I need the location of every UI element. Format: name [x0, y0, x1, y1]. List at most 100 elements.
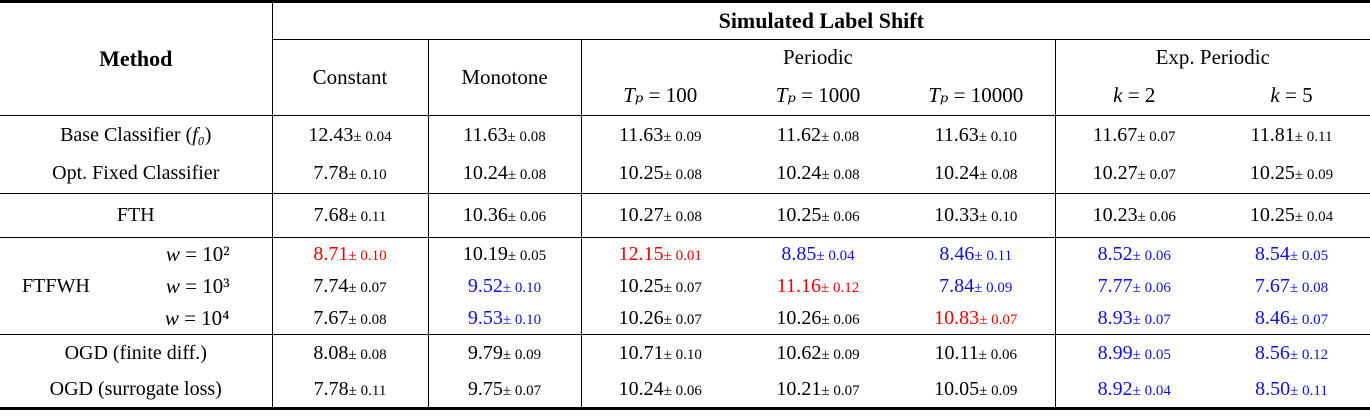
method-group-label: FTFWH — [22, 275, 90, 297]
value-cell: 7.78± 0.11 — [271, 371, 428, 409]
metric-value: 8.52 — [1097, 242, 1133, 265]
value-cell: 7.74± 0.07 — [271, 270, 428, 303]
method-text: OGD (surrogate loss) — [49, 377, 222, 400]
value-cell: 10.25± 0.06 — [739, 193, 897, 238]
metric-value: 7.84 — [939, 275, 975, 297]
metric-value: 11.81 — [1250, 123, 1295, 146]
metric-value: 10.26 — [776, 306, 822, 329]
method-text: OGD (finite diff.) — [64, 341, 207, 364]
metric-stderr: ± 0.08 — [348, 346, 387, 363]
metric-stderr: ± 0.07 — [1137, 167, 1176, 184]
metric-stderr: ± 0.11 — [348, 209, 387, 225]
value-cell: 8.50± 0.11 — [1213, 372, 1370, 409]
col-header-exp-periodic: Exp. Periodic — [1054, 39, 1370, 76]
math-var: k — [1270, 82, 1280, 107]
math-rest: = 5 — [1279, 82, 1313, 107]
value-cell: 7.67± 0.08 — [271, 302, 428, 335]
metric-value: 10.24 — [618, 377, 664, 400]
col-header-monotone: Monotone — [427, 39, 581, 116]
method-label-ftfwh-w2: w = 10² — [0, 237, 272, 271]
value-cell: 11.63± 0.09 — [580, 115, 739, 155]
metric-stderr: ± 0.07 — [979, 311, 1018, 328]
metric-stderr: ± 0.10 — [979, 209, 1018, 225]
math-rest: = 1000 — [795, 82, 861, 107]
metric-value: 11.62 — [776, 123, 822, 146]
metric-value: 7.67 — [313, 306, 349, 329]
method-text: Opt. Fixed Classifier — [52, 162, 220, 185]
w-param-label: w = 10³ — [166, 274, 230, 299]
metric-value: 10.33 — [934, 204, 980, 226]
metric-stderr: ± 0.08 — [663, 209, 702, 225]
metric-value: 11.63 — [619, 123, 664, 146]
metric-value: 8.71 — [313, 242, 349, 265]
value-cell: 10.83± 0.07 — [897, 303, 1055, 335]
metric-stderr: ± 0.05 — [507, 247, 547, 264]
value-cell: 10.25± 0.09 — [1213, 155, 1370, 194]
metric-stderr: ± 0.11 — [1290, 382, 1328, 399]
metric-stderr: ± 0.08 — [1289, 280, 1329, 296]
metric-value: 7.77 — [1097, 275, 1133, 297]
value-cell: 9.52± 0.10 — [427, 270, 581, 303]
metric-value: 10.11 — [934, 341, 979, 364]
metric-stderr: ± 0.09 — [979, 382, 1018, 399]
metric-stderr: ± 0.10 — [502, 311, 542, 328]
value-cell: 7.78± 0.10 — [271, 154, 428, 194]
col-header-tp-1000: Tₚ = 1000 — [739, 76, 897, 116]
col-header-periodic: Periodic — [580, 39, 1055, 76]
value-cell: 10.24± 0.08 — [739, 155, 897, 194]
metric-stderr: ± 0.07 — [502, 382, 542, 399]
col-header-constant: Constant — [271, 39, 428, 116]
metric-stderr: ± 0.07 — [663, 280, 702, 296]
method-label-base-classifier: Base Classifier (f₀) — [0, 115, 272, 155]
metric-value: 10.24 — [934, 162, 980, 185]
value-cell: 10.24± 0.08 — [427, 154, 581, 194]
metric-stderr: ± 0.08 — [821, 128, 860, 145]
method-label-opt-fixed-classifier: Opt. Fixed Classifier — [0, 155, 272, 194]
metric-stderr: ± 0.05 — [1132, 346, 1171, 363]
value-cell: 7.67± 0.08 — [1213, 271, 1370, 303]
metric-value: 8.08 — [313, 341, 349, 364]
metric-value: 8.54 — [1254, 242, 1290, 265]
metric-value: 8.92 — [1097, 377, 1133, 400]
metric-stderr: ± 0.05 — [1289, 247, 1329, 264]
math-rest: = 100 — [643, 82, 698, 107]
value-cell: 8.85± 0.04 — [739, 237, 897, 271]
math-var: f₀ — [192, 123, 205, 146]
metric-stderr: ± 0.12 — [1289, 346, 1329, 363]
metric-stderr: ± 0.07 — [1132, 311, 1171, 328]
math-rest: = 10² — [179, 241, 230, 266]
value-cell: 10.05± 0.09 — [897, 372, 1055, 409]
metric-stderr: ± 0.08 — [507, 128, 546, 145]
value-cell: 10.27± 0.07 — [1054, 154, 1213, 194]
value-cell: 11.67± 0.07 — [1054, 115, 1213, 155]
metric-stderr: ± 0.06 — [1132, 280, 1171, 296]
metric-value: 11.63 — [463, 123, 508, 146]
metric-value: 11.63 — [934, 123, 979, 146]
math-rest: = 10000 — [948, 82, 1024, 107]
metric-stderr: ± 0.01 — [663, 247, 702, 264]
metric-stderr: ± 0.12 — [821, 280, 860, 296]
col-header-tp-10000: Tₚ = 10000 — [897, 76, 1055, 116]
value-cell: 9.79± 0.09 — [427, 334, 581, 372]
value-cell: 8.46± 0.07 — [1213, 303, 1370, 335]
value-cell: 12.43± 0.04 — [271, 115, 428, 155]
metric-value: 8.99 — [1097, 341, 1133, 364]
method-text: FTH — [116, 204, 155, 226]
metric-stderr: ± 0.07 — [663, 311, 702, 328]
value-cell: 8.54± 0.05 — [1213, 237, 1370, 271]
metric-stderr: ± 0.06 — [1132, 247, 1171, 264]
col-header-tp-100: Tₚ = 100 — [580, 75, 739, 116]
method-label-ogd-finite-diff: OGD (finite diff.) — [0, 334, 272, 372]
math-rest: = 10³ — [179, 274, 230, 298]
value-cell: 8.46± 0.11 — [897, 237, 1055, 271]
math-var: k — [1113, 82, 1123, 107]
value-cell: 10.25± 0.07 — [580, 270, 739, 303]
metric-value: 7.78 — [313, 377, 349, 400]
method-label-ftfwh-w3: FTFWH w = 10³ — [0, 271, 272, 303]
metric-stderr: ± 0.04 — [816, 247, 855, 264]
metric-value: 10.83 — [934, 306, 980, 329]
value-cell: 8.08± 0.08 — [271, 334, 428, 372]
metric-stderr: ± 0.08 — [663, 167, 702, 184]
metric-stderr: ± 0.06 — [978, 346, 1017, 363]
